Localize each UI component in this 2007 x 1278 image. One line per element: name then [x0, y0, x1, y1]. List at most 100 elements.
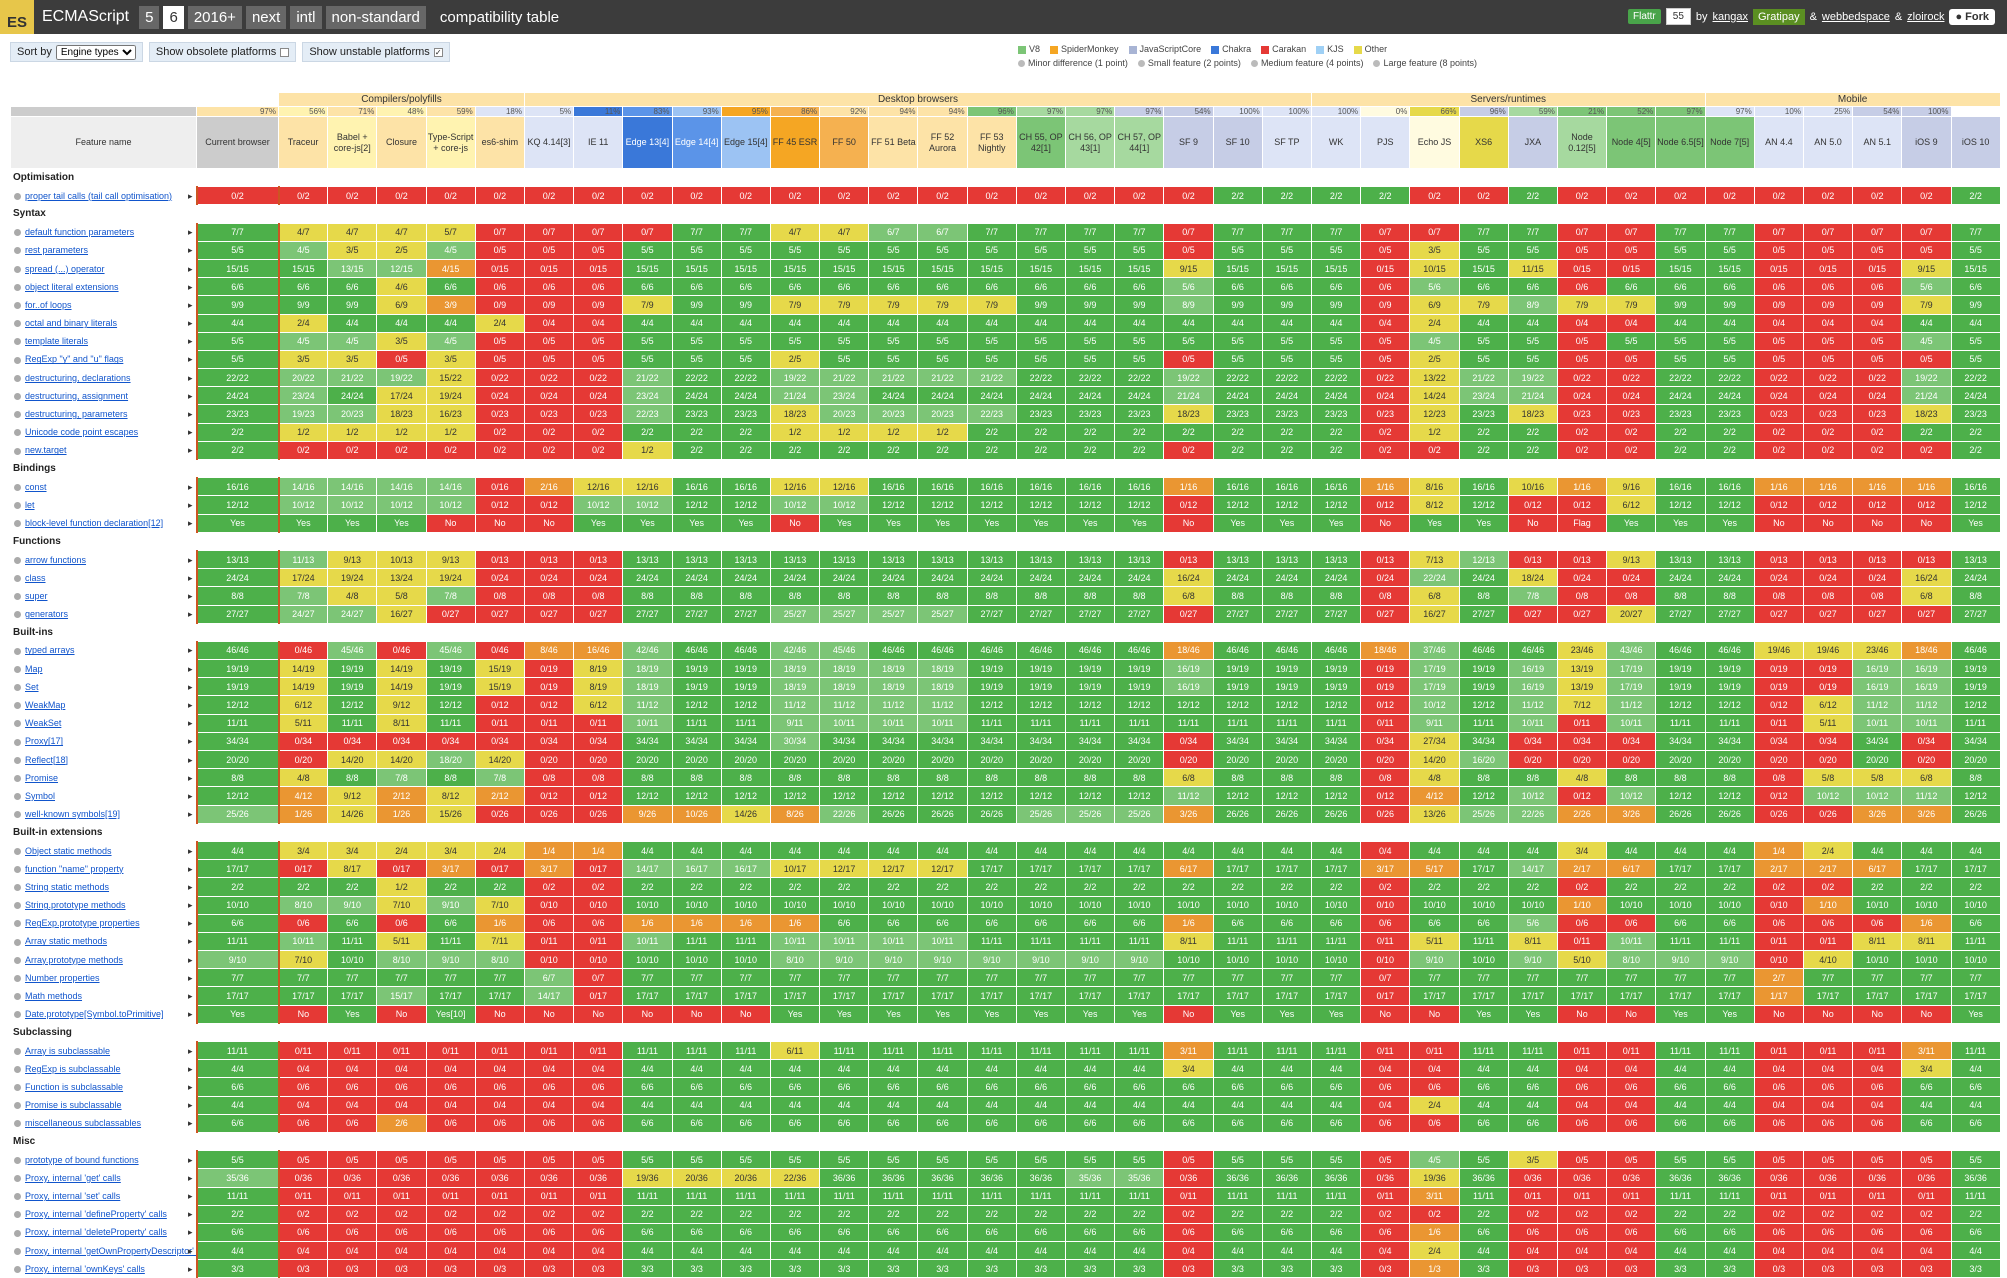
support-cell[interactable]: 15/19	[474, 677, 525, 697]
support-cell[interactable]: 0/11	[376, 1040, 427, 1061]
support-cell[interactable]: 2/2	[1704, 422, 1755, 442]
support-cell[interactable]: 19/19	[1065, 677, 1116, 697]
support-cell[interactable]: 11/11	[1114, 1040, 1165, 1061]
support-cell[interactable]: 8/8	[1950, 768, 2001, 788]
support-cell[interactable]: 10/26	[671, 804, 722, 824]
support-cell[interactable]: 0/7	[1606, 222, 1657, 242]
support-cell[interactable]: 0/20	[277, 749, 329, 770]
support-cell[interactable]: 0/6	[1360, 1113, 1411, 1133]
support-cell[interactable]: 0/5	[1802, 1150, 1854, 1170]
support-cell[interactable]: 12/12	[1950, 695, 2001, 715]
support-cell[interactable]: 19/24	[425, 386, 476, 406]
support-cell[interactable]: 2/4	[1409, 1095, 1460, 1115]
support-cell[interactable]: 3/5	[1409, 240, 1460, 260]
support-cell[interactable]: 8/8	[1065, 768, 1116, 788]
platform-header[interactable]: CH 55, OP 42[1]	[1015, 116, 1067, 169]
support-cell[interactable]: 7/7	[1261, 222, 1312, 242]
support-cell[interactable]: 14/17	[1507, 859, 1558, 879]
support-cell[interactable]: 13/13	[966, 549, 1017, 570]
support-cell[interactable]: 0/26	[573, 804, 624, 824]
support-cell[interactable]: 36/36	[1655, 1168, 1706, 1188]
feature-name-link[interactable]: Proxy, internal 'set' calls	[10, 1186, 197, 1206]
support-cell[interactable]: 8/8	[1507, 768, 1558, 788]
support-cell[interactable]: 30/34	[769, 731, 821, 752]
support-cell[interactable]: 5/5	[966, 240, 1017, 260]
support-cell[interactable]: No	[622, 1004, 673, 1024]
support-cell[interactable]: 7/7	[1458, 968, 1509, 988]
support-cell[interactable]: 17/17	[1802, 986, 1854, 1006]
support-cell[interactable]: 1/3	[1409, 1259, 1460, 1278]
support-cell[interactable]: 7/7	[1901, 968, 1952, 988]
support-cell[interactable]: 4/7	[277, 222, 329, 242]
support-cell[interactable]: 0/11	[1360, 1186, 1411, 1206]
support-cell[interactable]: 25/27	[819, 604, 870, 624]
support-cell[interactable]: 23/23	[1015, 404, 1067, 424]
support-cell[interactable]: 7/7	[1015, 222, 1067, 242]
support-cell[interactable]: 4/4	[819, 1059, 870, 1079]
support-cell[interactable]: 5/5	[917, 240, 968, 260]
support-cell[interactable]: 0/11	[277, 1186, 329, 1206]
support-cell[interactable]: 5/5	[1065, 349, 1116, 370]
support-cell[interactable]: 8/8	[769, 768, 821, 788]
support-cell[interactable]: 10/10	[1163, 895, 1214, 915]
support-cell[interactable]: 11/11	[1458, 1186, 1509, 1206]
support-cell[interactable]: 14/19	[277, 659, 329, 679]
support-cell[interactable]: 4/10	[1802, 950, 1854, 970]
support-cell[interactable]: 2/2	[1310, 440, 1362, 461]
support-cell[interactable]: 0/27	[474, 604, 525, 624]
support-cell[interactable]: 15/15	[277, 258, 329, 279]
support-cell[interactable]: 1/6	[474, 913, 525, 933]
support-cell[interactable]: 0/11	[327, 1040, 378, 1061]
support-cell[interactable]: 0/2	[573, 422, 624, 442]
support-cell[interactable]: 3/3	[1015, 1259, 1067, 1278]
support-cell[interactable]: 2/2	[1212, 1204, 1263, 1224]
support-cell[interactable]: 4/7	[819, 222, 870, 242]
support-cell[interactable]: 17/17	[1261, 859, 1312, 879]
support-cell[interactable]: 13/13	[1261, 549, 1312, 570]
support-cell[interactable]: 5/5	[868, 349, 919, 370]
support-cell[interactable]: 2/2	[671, 1204, 722, 1224]
support-cell[interactable]: 5/5	[1950, 331, 2001, 351]
support-cell[interactable]: 5/5	[195, 1150, 280, 1170]
support-cell[interactable]: 11/11	[868, 1040, 919, 1061]
support-cell[interactable]: 0/3	[1360, 1259, 1411, 1278]
support-cell[interactable]: 10/10	[1704, 895, 1755, 915]
support-cell[interactable]: 19/19	[1114, 659, 1165, 679]
support-cell[interactable]: 27/27	[1310, 604, 1362, 624]
support-cell[interactable]: 1/2	[376, 877, 427, 897]
support-cell[interactable]: 6/6	[1114, 913, 1165, 933]
support-cell[interactable]: 10/10	[1310, 895, 1362, 915]
support-cell[interactable]: 4/4	[671, 840, 722, 861]
support-cell[interactable]: 0/4	[573, 1059, 624, 1079]
support-cell[interactable]: 19/19	[1655, 677, 1706, 697]
support-cell[interactable]: 5/5	[720, 331, 771, 351]
support-cell[interactable]: 36/36	[966, 1168, 1017, 1188]
support-cell[interactable]: 11/11	[966, 713, 1017, 733]
support-cell[interactable]: 5/5	[966, 349, 1017, 370]
support-cell[interactable]: 0/11	[1360, 931, 1411, 952]
support-cell[interactable]: 0/36	[327, 1168, 378, 1188]
support-cell[interactable]: 23/23	[1261, 404, 1312, 424]
support-cell[interactable]: 0/4	[1507, 1241, 1558, 1261]
support-cell[interactable]: 0/7	[1409, 222, 1460, 242]
support-cell[interactable]: 19/19	[1950, 659, 2001, 679]
support-cell[interactable]: 4/4	[195, 313, 280, 333]
support-cell[interactable]: 12/12	[671, 786, 722, 806]
support-cell[interactable]: 17/17	[622, 986, 673, 1006]
support-cell[interactable]: 17/17	[868, 986, 919, 1006]
support-cell[interactable]: 9/10	[1114, 950, 1165, 970]
support-cell[interactable]: 0/6	[1802, 1113, 1854, 1133]
support-cell[interactable]: 24/24	[720, 386, 771, 406]
support-cell[interactable]: 4/4	[1458, 1095, 1509, 1115]
support-cell[interactable]: 8/8	[1655, 768, 1706, 788]
support-cell[interactable]: 6/6	[819, 913, 870, 933]
support-cell[interactable]: 2/2	[327, 877, 378, 897]
support-cell[interactable]: 4/4	[1655, 1241, 1706, 1261]
support-cell[interactable]: 0/2	[1409, 440, 1460, 461]
support-cell[interactable]: 5/5	[819, 1150, 870, 1170]
support-cell[interactable]: 10/12	[769, 495, 821, 515]
support-cell[interactable]: 0/6	[573, 913, 624, 933]
support-cell[interactable]: 7/7	[327, 968, 378, 988]
support-cell[interactable]: 0/2	[474, 186, 525, 206]
support-cell[interactable]: 18/19	[917, 659, 968, 679]
